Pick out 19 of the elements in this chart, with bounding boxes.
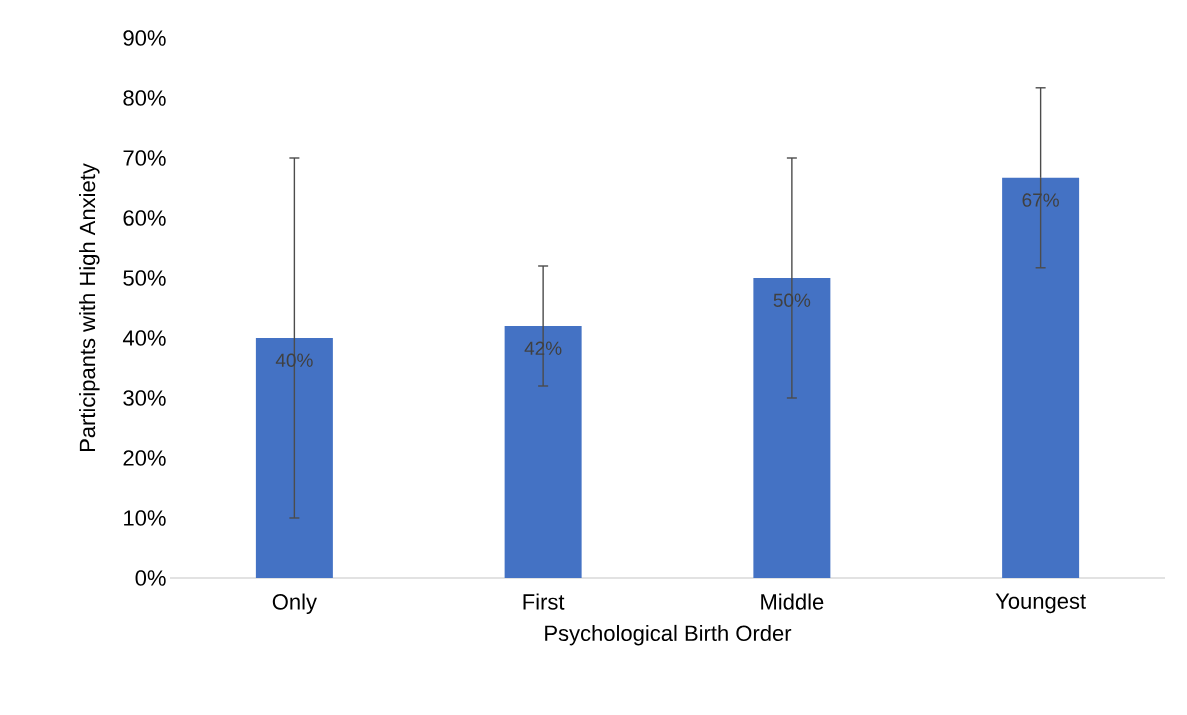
- x-tick-label: Youngest: [995, 593, 1086, 614]
- y-tick-label: 60%: [123, 210, 166, 226]
- y-tick-label: 20%: [123, 450, 166, 466]
- y-tick-label: 0%: [135, 570, 166, 586]
- bar: [1002, 177, 1080, 578]
- x-tick-label: Middle: [761, 593, 824, 610]
- y-tick-label: 10%: [124, 510, 166, 526]
- x-tick-label: Only: [272, 593, 317, 615]
- y-tick-label: 40%: [122, 330, 166, 346]
- y-tick-label: 80%: [123, 90, 166, 106]
- y-tick-label: 90%: [123, 30, 166, 46]
- y-tick-label: 50%: [123, 270, 166, 286]
- x-axis-title: Psychological Birth Order: [545, 624, 792, 646]
- bar: [504, 325, 582, 578]
- x-tick-label: First: [523, 593, 565, 610]
- y-tick-label: 70%: [123, 150, 166, 166]
- y-axis-title: Participants with High Anxiety: [79, 163, 100, 452]
- bar: [753, 277, 831, 578]
- y-tick-label: 30%: [123, 390, 166, 406]
